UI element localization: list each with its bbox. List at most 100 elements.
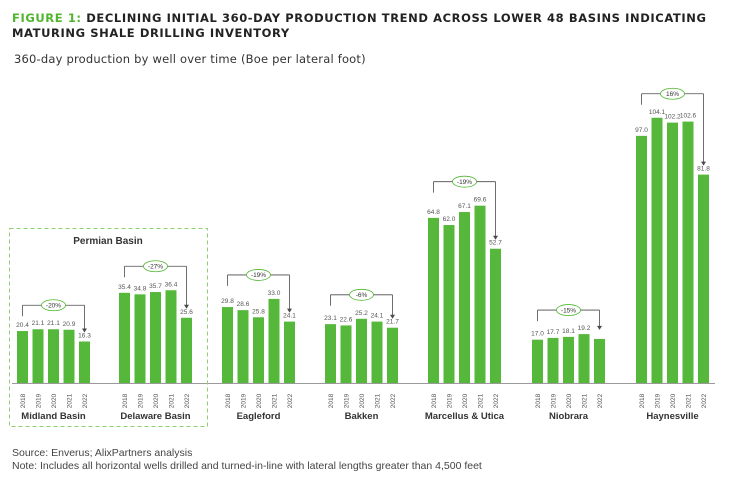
data-label-bakken-2018: 23.1 (324, 315, 337, 322)
change-badge-eagleford (246, 269, 271, 281)
data-label-midland-basin-2021: 20.9 (63, 321, 76, 328)
tick-label-bakken-2019: 2019 (344, 393, 351, 408)
bar-midland-basin-2019 (32, 329, 44, 383)
tick-label-marcellus-utica-2020: 2020 (462, 393, 469, 408)
data-label-bakken-2019: 22.6 (340, 316, 353, 323)
data-label-delaware-basin-2019: 34.8 (134, 285, 147, 292)
bar-eagleford-2019 (237, 310, 249, 383)
data-label-eagleford-2021: 33.0 (268, 290, 281, 297)
tick-label-delaware-basin-2020: 2020 (153, 393, 160, 408)
tick-label-niobrara-2021: 2021 (582, 393, 589, 408)
figure-title-text: DECLINING INITIAL 360-DAY PRODUCTION TRE… (12, 11, 707, 40)
tick-label-bakken-2018: 2018 (328, 393, 335, 408)
data-label-delaware-basin-2018: 35.4 (118, 284, 131, 291)
data-label-niobrara-2020: 18.1 (562, 328, 575, 335)
change-label-marcellus-utica: -19% (457, 179, 472, 186)
bracket-arrow-delaware-basin (184, 304, 189, 309)
tick-label-bakken-2022: 2022 (390, 393, 397, 408)
change-label-bakken: -6% (356, 292, 368, 299)
data-label-marcellus-utica-2018: 64.8 (427, 209, 440, 216)
basin-label-delaware-basin: Delaware Basin (120, 411, 190, 422)
bracket-arrow-eagleford (287, 308, 292, 313)
permian-group-label: Permian Basin (73, 236, 142, 247)
bar-eagleford-2022 (284, 321, 295, 383)
tick-label-eagleford-2018: 2018 (225, 393, 232, 408)
bar-marcellus-utica-2019 (443, 225, 455, 383)
basin-label-eagleford: Eagleford (237, 411, 281, 422)
tick-label-eagleford-2020: 2020 (256, 393, 263, 408)
tick-label-niobrara-2020: 2020 (566, 393, 573, 408)
data-label-bakken-2021: 24.1 (371, 313, 384, 320)
change-label-midland-basin: -20% (46, 303, 61, 310)
tick-label-marcellus-utica-2021: 2021 (478, 393, 485, 408)
bar-bakken-2019 (340, 325, 352, 383)
basin-label-niobrara: Niobrara (549, 411, 589, 422)
tick-label-niobrara-2022: 2022 (597, 393, 604, 408)
change-label-delaware-basin: -27% (148, 264, 163, 271)
bar-niobrara-2019 (547, 337, 559, 383)
data-label-bakken-2022: 21.7 (386, 319, 399, 326)
tick-label-midland-basin-2019: 2019 (36, 393, 43, 408)
bar-bakken-2021 (371, 321, 383, 383)
bar-delaware-basin-2020 (150, 292, 161, 383)
source-note: Source: Enverus; AlixPartners analysis (12, 447, 193, 459)
figure-title: FIGURE 1: DECLINING INITIAL 360-DAY PROD… (12, 11, 728, 40)
data-label-delaware-basin-2020: 35.7 (149, 283, 162, 290)
data-label-niobrara-2019: 17.7 (547, 329, 560, 336)
data-label-marcellus-utica-2021: 69.6 (474, 197, 487, 204)
tick-label-midland-basin-2021: 2021 (67, 393, 74, 408)
data-label-delaware-basin-2021: 36.4 (165, 281, 178, 288)
basin-label-haynesville: Haynesville (646, 411, 698, 422)
bar-chart: Permian Basin 20.4 2018 21.1 2019 21.1 2020 20.… (9, 87, 715, 427)
chart-subtitle: 360-day production by well over time (Bo… (14, 52, 366, 66)
bar-eagleford-2020 (253, 317, 264, 383)
bar-midland-basin-2022 (79, 341, 90, 383)
bar-midland-basin-2021 (63, 329, 75, 383)
bar-marcellus-utica-2021 (474, 205, 486, 383)
change-label-eagleford: -19% (251, 272, 266, 279)
tick-label-midland-basin-2018: 2018 (20, 393, 27, 408)
tick-label-delaware-basin-2019: 2019 (138, 393, 145, 408)
basin-label-bakken: Bakken (345, 411, 379, 422)
bar-haynesville-2019 (651, 117, 663, 383)
tick-label-niobrara-2019: 2019 (551, 393, 558, 408)
tick-label-marcellus-utica-2022: 2022 (493, 393, 500, 408)
figure-label: FIGURE 1: (12, 11, 82, 25)
data-label-eagleford-2022: 24.1 (283, 313, 296, 320)
data-label-marcellus-utica-2022: 52.7 (489, 240, 502, 247)
tick-label-niobrara-2018: 2018 (535, 393, 542, 408)
tick-label-eagleford-2019: 2019 (241, 393, 248, 408)
bar-delaware-basin-2021 (165, 290, 177, 383)
tick-label-delaware-basin-2021: 2021 (169, 393, 176, 408)
bar-haynesville-2022 (698, 174, 709, 383)
change-badge-niobrara (556, 304, 581, 316)
data-label-haynesville-2018: 97.0 (635, 127, 648, 134)
tick-label-midland-basin-2022: 2022 (82, 393, 89, 408)
bar-marcellus-utica-2020 (459, 212, 470, 383)
change-badge-bakken (349, 288, 374, 301)
change-badge-marcellus-utica (452, 175, 477, 188)
change-label-haynesville: 16% (666, 91, 679, 98)
permian-group-box (9, 228, 208, 427)
bar-marcellus-utica-2018 (428, 217, 439, 383)
bar-midland-basin-2018 (17, 331, 28, 383)
tick-label-eagleford-2022: 2022 (287, 393, 294, 408)
tick-label-haynesville-2018: 2018 (639, 393, 646, 408)
tick-label-haynesville-2021: 2021 (686, 393, 693, 408)
tick-label-eagleford-2021: 2021 (272, 393, 279, 408)
data-label-eagleford-2020: 25.8 (252, 308, 265, 315)
bar-marcellus-utica-2022 (490, 248, 501, 383)
bar-niobrara-2018 (532, 339, 543, 383)
bracket-arrow-niobrara (597, 325, 602, 330)
bar-haynesville-2018 (636, 135, 647, 383)
chart-footer: Source: Enverus; AlixPartners analysis N… (12, 447, 482, 473)
bar-haynesville-2021 (682, 121, 694, 383)
bar-haynesville-2020 (667, 122, 678, 383)
data-label-midland-basin-2019: 21.1 (32, 320, 45, 327)
data-label-niobrara-2018: 17.0 (531, 331, 544, 338)
data-label-bakken-2020: 25.2 (355, 310, 368, 317)
basin-label-marcellus-utica: Marcellus & Utica (425, 411, 505, 422)
bracket-arrow-bakken (390, 314, 395, 319)
bar-bakken-2022 (387, 327, 398, 383)
data-label-eagleford-2018: 29.8 (221, 298, 234, 305)
